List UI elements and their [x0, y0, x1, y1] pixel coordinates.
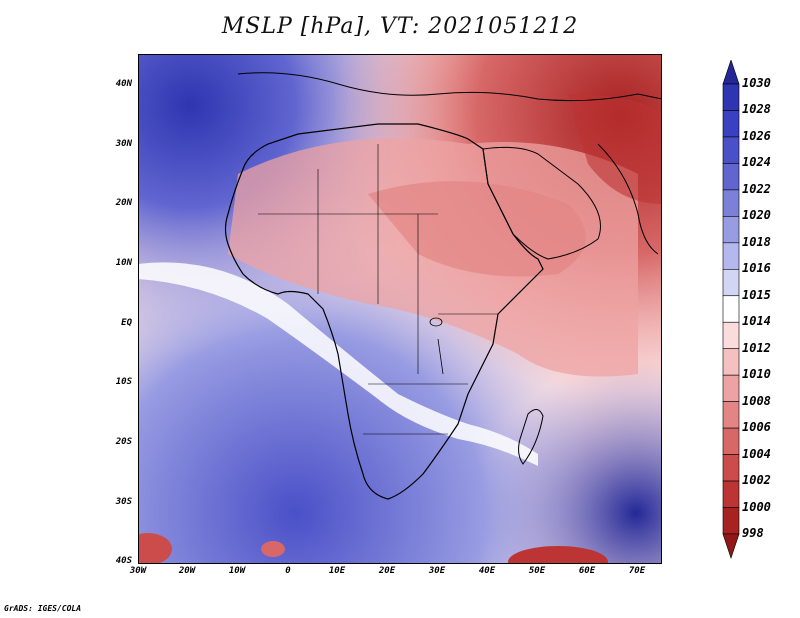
colorbar-swatch — [722, 374, 740, 402]
colorbar-label: 1012 — [742, 340, 771, 355]
colorbar-swatch — [722, 216, 740, 244]
lat-label: 40N — [115, 79, 132, 89]
colorbar-swatch — [722, 189, 740, 217]
colorbar-label: 1028 — [742, 102, 771, 117]
lon-label: 40E — [478, 566, 496, 576]
colorbar-label: 1022 — [742, 181, 771, 196]
lat-label: 30N — [115, 139, 132, 149]
colorbar-label: 1002 — [742, 473, 771, 488]
colorbar-swatch — [722, 480, 740, 508]
colorbar-label: 1004 — [742, 446, 771, 461]
lat-label: 30S — [115, 497, 132, 507]
lon-label: 60E — [578, 566, 596, 576]
colorbar-swatch — [722, 163, 740, 191]
colorbar-label: 1008 — [742, 393, 771, 408]
colorbar-swatch — [722, 507, 740, 535]
colorbar-label: 1030 — [742, 76, 771, 90]
colorbar-swatch — [722, 242, 740, 270]
colorbar-label: 1014 — [742, 314, 771, 329]
lon-label: 0 — [285, 566, 291, 576]
lon-label: 30E — [428, 566, 446, 576]
colorbar-swatch — [722, 268, 740, 297]
map-title: MSLP [hPa], VT: 2021051212 — [221, 14, 579, 39]
lon-label: 20E — [378, 566, 396, 576]
colorbar-swatch — [722, 533, 740, 559]
lat-label: 20N — [115, 198, 132, 208]
colorbar-label: 1000 — [742, 499, 771, 514]
colorbar-swatch — [722, 454, 740, 482]
colorbar-label: 1026 — [742, 128, 771, 143]
colorbar-label: 1016 — [742, 261, 771, 276]
lat-label: 40S — [115, 556, 132, 566]
colorbar-label: 1006 — [742, 420, 771, 435]
colorbar-swatch — [722, 348, 740, 376]
colorbar-label: 1010 — [742, 367, 771, 382]
colorbar-swatch — [722, 427, 740, 455]
lon-label: 50E — [528, 566, 546, 576]
colorbar-swatch — [722, 321, 740, 350]
lat-label: 20S — [115, 437, 132, 447]
lat-label: 10S — [115, 377, 132, 387]
lon-label: 10W — [228, 566, 246, 576]
colorbar-label: 1015 — [742, 287, 771, 302]
colorbar-swatch — [722, 401, 740, 429]
colorbar-swatch — [722, 60, 740, 85]
colorbar-label: 998 — [742, 526, 764, 540]
colorbar-label: 1020 — [742, 208, 771, 223]
colorbar-swatch — [722, 136, 740, 164]
pressure-map — [138, 54, 662, 564]
colorbar-label: 1018 — [742, 234, 771, 249]
lat-label: 10N — [115, 258, 132, 268]
lon-label: 20W — [178, 566, 196, 576]
lon-label: 10E — [328, 566, 346, 576]
colorbar — [722, 60, 740, 559]
colorbar-swatch — [722, 110, 740, 138]
colorbar-swatch — [722, 295, 740, 323]
colorbar-label: 1024 — [742, 155, 771, 170]
lon-label: 70E — [628, 566, 646, 576]
colorbar-swatch — [722, 83, 740, 111]
credit-label: GrADS: IGES/COLA — [4, 604, 82, 613]
lat-label: EQ — [121, 318, 132, 328]
lon-label: 30W — [129, 566, 147, 576]
